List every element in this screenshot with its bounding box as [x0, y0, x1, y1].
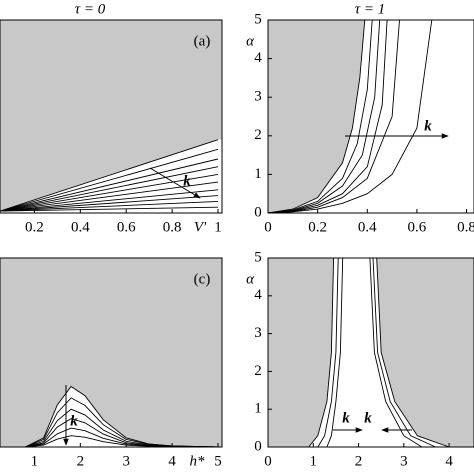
x-tick-label: 0: [264, 453, 272, 469]
x-tick-label: 0.8: [163, 219, 182, 235]
x-tick-label: 5: [214, 453, 222, 469]
curve: [0, 206, 219, 212]
annotation: k: [424, 118, 432, 134]
curve: [376, 257, 450, 448]
y-axis-label: α: [246, 33, 255, 49]
curve: [25, 435, 219, 448]
curve: [267, 19, 366, 214]
curve: [0, 189, 219, 212]
y-tick-label: 4: [254, 287, 262, 303]
curve: [267, 19, 373, 214]
annotation: k: [342, 410, 350, 426]
x-axis-label: h*: [190, 453, 206, 469]
panel-title: τ = 0: [75, 1, 106, 17]
frame: [267, 19, 474, 214]
x-tick-label: 1: [310, 453, 318, 469]
annotation: k: [70, 413, 78, 429]
frame: [0, 19, 223, 214]
curve: [0, 139, 219, 212]
y-tick-label: 2: [254, 363, 262, 379]
annotation: k: [364, 410, 372, 426]
y-tick-label: 1: [254, 166, 262, 182]
x-axis-label: V': [194, 219, 207, 235]
curve: [308, 257, 335, 448]
x-tick-label: 4: [168, 453, 176, 469]
y-tick-label: 3: [254, 325, 262, 341]
curve: [0, 195, 219, 212]
y-axis-label: α: [246, 271, 255, 287]
x-tick-label: 1: [214, 219, 222, 235]
panel-label: (c): [194, 271, 211, 287]
arrow: [149, 167, 201, 199]
x-tick-label: 0: [264, 219, 272, 235]
x-tick-label: 0.8: [457, 219, 474, 235]
x-tick-label: 3: [400, 453, 408, 469]
y-tick-label: 1: [254, 401, 262, 417]
x-tick-label: 0.6: [408, 219, 427, 235]
frame: [0, 257, 223, 448]
x-tick-label: 0.4: [71, 219, 90, 235]
curve: [0, 173, 219, 212]
curve: [317, 257, 339, 448]
x-tick-label: 0.2: [308, 219, 327, 235]
stable-region: [308, 258, 450, 447]
panel-label: (a): [194, 33, 211, 49]
stable-region: [25, 386, 222, 447]
y-tick-label: 0: [254, 438, 262, 454]
x-tick-label: 0.6: [117, 219, 136, 235]
curve: [0, 166, 219, 212]
x-tick-label: 4: [445, 453, 453, 469]
curve: [372, 257, 436, 448]
x-tick-label: 2: [77, 453, 85, 469]
annotation: k: [183, 173, 191, 189]
x-tick-label: 1: [31, 453, 39, 469]
x-tick-label: 2: [355, 453, 363, 469]
y-tick-label: 2: [254, 127, 262, 143]
curve: [0, 158, 219, 212]
shaded-region: [0, 258, 222, 447]
x-tick-label: 3: [122, 453, 130, 469]
curve: [326, 257, 344, 448]
y-tick-label: 3: [254, 89, 262, 105]
curve: [369, 257, 423, 448]
frame: [267, 257, 474, 448]
y-tick-label: 5: [254, 11, 262, 27]
y-tick-label: 4: [254, 50, 262, 66]
y-tick-label: 0: [254, 204, 262, 220]
x-tick-label: 0.4: [358, 219, 377, 235]
curve: [25, 397, 219, 448]
curve: [0, 148, 219, 212]
panel-title: τ = 1: [355, 1, 386, 17]
curve: [0, 200, 219, 212]
y-tick-label: 5: [254, 249, 262, 265]
x-tick-label: 0.2: [25, 219, 44, 235]
